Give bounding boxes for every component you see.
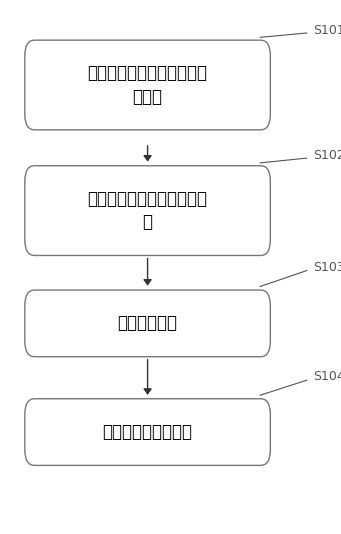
Text: S103: S103 bbox=[313, 261, 341, 273]
Text: S101: S101 bbox=[313, 23, 341, 37]
FancyBboxPatch shape bbox=[25, 166, 270, 255]
FancyBboxPatch shape bbox=[25, 40, 270, 130]
Text: 确定描述劣化程度的状态空
间: 确定描述劣化程度的状态空 间 bbox=[88, 190, 208, 231]
FancyBboxPatch shape bbox=[25, 290, 270, 357]
FancyBboxPatch shape bbox=[25, 399, 270, 466]
Text: S102: S102 bbox=[313, 149, 341, 162]
Text: 统计样本建立: 统计样本建立 bbox=[118, 315, 178, 332]
Text: 搜集、整理同型设备劣化历
史记录: 搜集、整理同型设备劣化历 史记录 bbox=[88, 64, 208, 106]
Text: 状态转移概率的计算: 状态转移概率的计算 bbox=[103, 423, 193, 441]
Text: S104: S104 bbox=[313, 370, 341, 383]
